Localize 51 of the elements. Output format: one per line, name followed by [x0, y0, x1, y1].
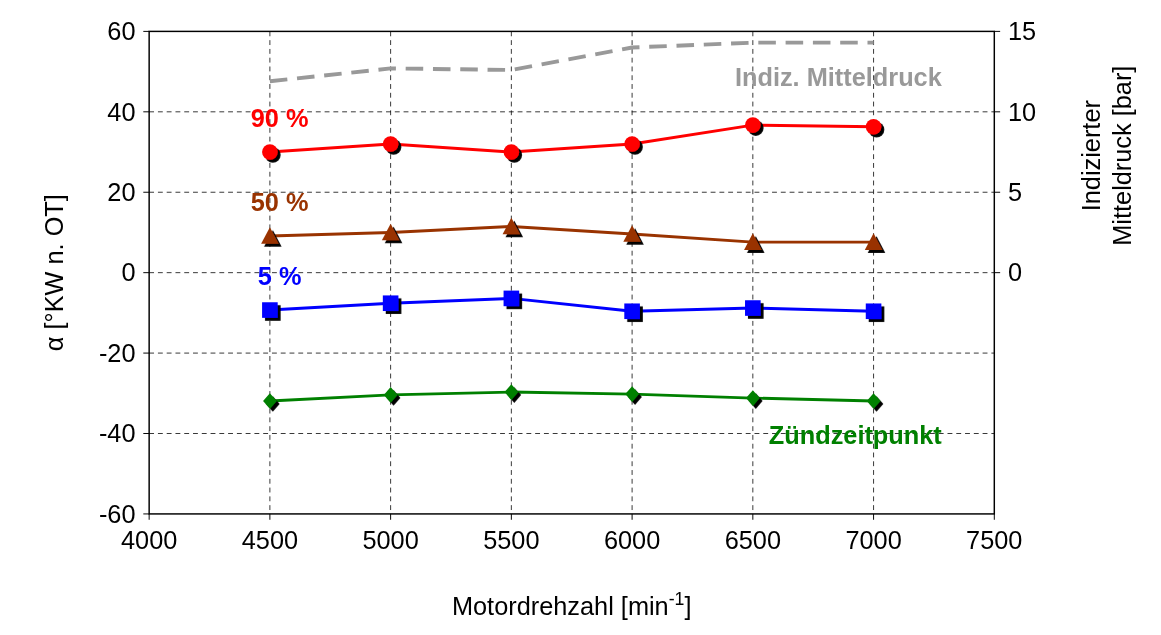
point [262, 302, 278, 318]
point [263, 393, 277, 409]
series-label: Indiz. Mitteldruck [734, 62, 943, 91]
y2-tick-label: 5 [1007, 178, 1023, 207]
y-tick-label: -60 [98, 499, 136, 528]
y2-axis-title: Indizierter Mitteldruck [bar] [1076, 65, 1136, 246]
y-tick-label: 20 [107, 178, 136, 207]
x-tick-label: 7500 [966, 526, 1023, 555]
point [624, 136, 640, 152]
point [262, 144, 278, 160]
point [503, 290, 520, 307]
x-tick-label: 5000 [362, 526, 419, 555]
x-tick-label: 4000 [120, 526, 178, 555]
point [502, 217, 521, 235]
y-tick-label: 40 [107, 97, 136, 126]
y-tick-label: -20 [98, 338, 136, 367]
x-axis-title: Motordrehzahl [min$^{-1}$] [451, 589, 692, 621]
point [624, 303, 640, 320]
y2-tick-label: 0 [1007, 258, 1023, 287]
point [744, 233, 762, 250]
point [625, 386, 639, 402]
point [381, 223, 400, 241]
y-axis-title: α [°KW n. OT] [40, 194, 69, 352]
point [866, 393, 881, 409]
point [504, 384, 519, 400]
point [382, 136, 399, 152]
x-tick-label: 7000 [845, 526, 902, 555]
point [382, 295, 399, 312]
series-label: 50 % [250, 187, 309, 216]
point [745, 117, 761, 133]
series-label: Zündzeitpunkt [768, 420, 943, 449]
y2-tick-label: 10 [1007, 97, 1037, 126]
point [865, 118, 882, 135]
point [864, 233, 883, 250]
series-label: 5 % [257, 261, 302, 290]
point [865, 303, 882, 320]
y-tick-label: 0 [121, 258, 136, 287]
x-tick-label: 4500 [241, 526, 299, 555]
y-tick-label: 60 [107, 17, 136, 46]
series-label: 90 % [250, 103, 309, 132]
point [745, 300, 761, 316]
y2-tick-label: 15 [1007, 17, 1037, 46]
x-tick-label: 6000 [603, 526, 661, 555]
x-tick-label: 5500 [483, 526, 540, 555]
point [623, 225, 641, 242]
point [503, 144, 520, 160]
point [746, 390, 760, 406]
y-tick-label: -40 [98, 419, 136, 448]
x-tick-label: 6500 [724, 526, 782, 555]
point [261, 227, 279, 244]
point [383, 387, 398, 403]
